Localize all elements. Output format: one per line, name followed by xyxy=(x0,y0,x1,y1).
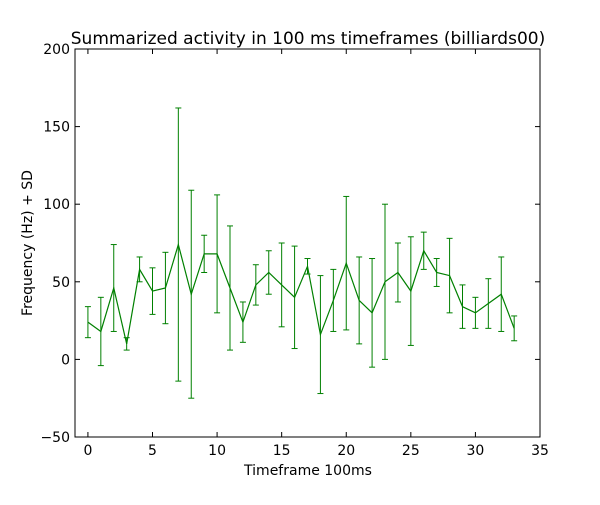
y-tick-label: 200 xyxy=(43,42,70,58)
series-line xyxy=(87,242,515,345)
x-tick-label: 5 xyxy=(148,443,157,459)
y-tick-label: 100 xyxy=(43,197,70,213)
x-tick-label: 20 xyxy=(337,443,355,459)
x-tick-label: 30 xyxy=(467,443,485,459)
y-tick-label: 150 xyxy=(43,120,70,136)
y-tick-label: −50 xyxy=(40,430,70,446)
series-group xyxy=(84,107,518,399)
x-tick-label: 10 xyxy=(208,443,226,459)
x-tick-label: 35 xyxy=(531,443,549,459)
x-tick-label: 15 xyxy=(273,443,291,459)
x-tick-label: 0 xyxy=(83,443,92,459)
x-tick-label: 25 xyxy=(402,443,420,459)
y-tick-label: 50 xyxy=(52,275,70,291)
x-axis-label: Timeframe 100ms xyxy=(243,463,372,479)
chart-title: Summarized activity in 100 ms timeframes… xyxy=(71,29,545,49)
y-tick-label: 0 xyxy=(61,352,70,368)
y-axis-label: Frequency (Hz) + SD xyxy=(20,170,36,316)
plot-frame xyxy=(74,48,541,438)
